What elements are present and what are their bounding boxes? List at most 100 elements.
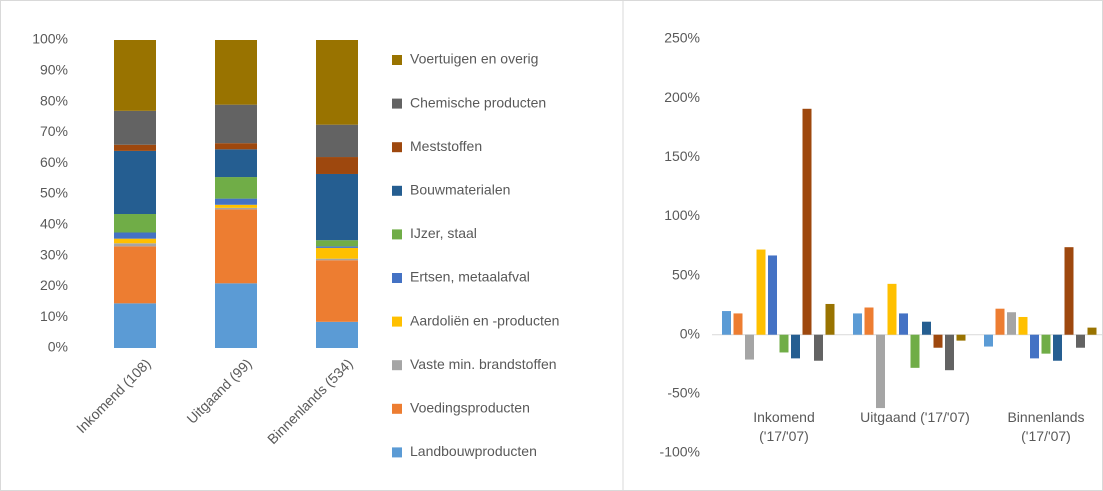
bar — [853, 313, 862, 335]
legend-label: Voertuigen en overig — [410, 51, 538, 67]
bar — [876, 334, 885, 409]
bar-segment — [316, 321, 358, 348]
bar-segment — [215, 204, 257, 208]
y-tick-label: 20% — [40, 277, 68, 293]
bar — [1076, 334, 1085, 348]
bar — [1087, 327, 1097, 335]
legend-label: Aardoliën en -producten — [410, 312, 559, 328]
bar-segment — [114, 243, 156, 247]
y-tick-label: 90% — [40, 62, 68, 78]
x-tick-label: Uitgaand (99) — [183, 355, 254, 426]
bar-segment — [215, 104, 257, 144]
bar — [1064, 247, 1074, 335]
legend-swatch — [392, 403, 402, 414]
bar — [814, 334, 823, 361]
x-tick-label: Binnenlands (534) — [264, 355, 356, 447]
bar-segment — [316, 40, 358, 125]
y-tick-label: 200% — [664, 89, 700, 105]
bar-segment — [316, 173, 358, 241]
legend-label: Chemische producten — [410, 94, 546, 110]
x-tick-label: Uitgaand ('17/'07) — [860, 409, 970, 425]
bar-segment — [215, 143, 257, 150]
bar-segment — [215, 149, 257, 178]
bar — [768, 255, 777, 335]
y-tick-label: 70% — [40, 123, 68, 139]
y-tick-label: 80% — [40, 92, 68, 108]
bar — [1041, 334, 1051, 354]
y-tick-label: 100% — [32, 31, 68, 47]
bar — [1018, 316, 1028, 335]
bar-segment — [114, 40, 156, 111]
legend-swatch — [392, 273, 402, 283]
bar-segment — [114, 110, 156, 145]
y-tick-label: 0% — [680, 325, 700, 341]
x-tick-label: Inkomend (108) — [73, 355, 154, 436]
legend-swatch — [392, 55, 402, 65]
y-tick-label: 30% — [40, 246, 68, 262]
legend-swatch — [392, 229, 402, 240]
y-tick-label: 10% — [40, 308, 68, 324]
bar — [922, 321, 931, 335]
legend-label: Bouwmaterialen — [410, 182, 510, 198]
y-tick-label: 0% — [48, 339, 68, 355]
legend-swatch — [392, 98, 402, 109]
bar-segment — [114, 238, 156, 244]
legend-label: Vaste min. brandstoffen — [410, 356, 557, 372]
legend-label: IJzer, staal — [410, 225, 477, 241]
bar — [722, 311, 731, 335]
bar — [864, 307, 874, 335]
y-tick-label: -50% — [667, 385, 700, 401]
bar-segment — [316, 260, 358, 322]
y-tick-label: 150% — [664, 148, 700, 164]
bar — [899, 313, 908, 335]
y-tick-label: 50% — [40, 185, 68, 201]
bar — [984, 334, 993, 347]
bar — [1053, 334, 1062, 361]
bar-segment — [316, 157, 358, 174]
bar — [745, 334, 754, 360]
bar — [791, 334, 800, 359]
y-tick-label: 250% — [664, 30, 700, 46]
legend-label: Meststoffen — [410, 138, 482, 154]
y-tick-label: 50% — [672, 266, 700, 282]
bar — [995, 308, 1005, 335]
bar — [887, 283, 897, 335]
bar — [825, 303, 835, 335]
y-tick-label: 60% — [40, 154, 68, 170]
bar-segment — [316, 124, 358, 158]
bar — [933, 334, 943, 348]
y-tick-label: 100% — [664, 207, 700, 223]
y-tick-label: -100% — [660, 444, 700, 460]
bar-segment — [215, 283, 257, 348]
legend-swatch — [392, 316, 402, 327]
bar-segment — [114, 246, 156, 304]
bar-segment — [114, 232, 156, 239]
bar-segment — [114, 144, 156, 151]
bar — [802, 108, 812, 335]
bar-segment — [316, 246, 358, 248]
bar — [956, 334, 966, 341]
legend-swatch — [392, 142, 402, 153]
bar — [1007, 312, 1016, 335]
bar-segment — [215, 207, 257, 210]
legend-swatch — [392, 360, 402, 371]
bar-segment — [215, 177, 257, 199]
legend-swatch — [392, 185, 402, 196]
y-tick-label: 40% — [40, 216, 68, 232]
bar-segment — [114, 214, 156, 233]
legend-swatch — [392, 447, 402, 458]
bar-segment — [316, 258, 358, 261]
bar-segment — [316, 240, 358, 247]
x-tick-label: Binnenlands ('17/'07) — [1007, 409, 1085, 444]
legend-label: Ertsen, metaalafval — [410, 269, 530, 285]
bar — [756, 249, 766, 335]
bar — [945, 334, 954, 371]
bar — [1030, 334, 1039, 359]
legend-label: Voedingsproducten — [410, 400, 530, 416]
bar-segment — [114, 150, 156, 215]
legend-label: Landbouwproducten — [410, 443, 537, 459]
bar — [779, 334, 789, 353]
bar — [910, 334, 920, 368]
